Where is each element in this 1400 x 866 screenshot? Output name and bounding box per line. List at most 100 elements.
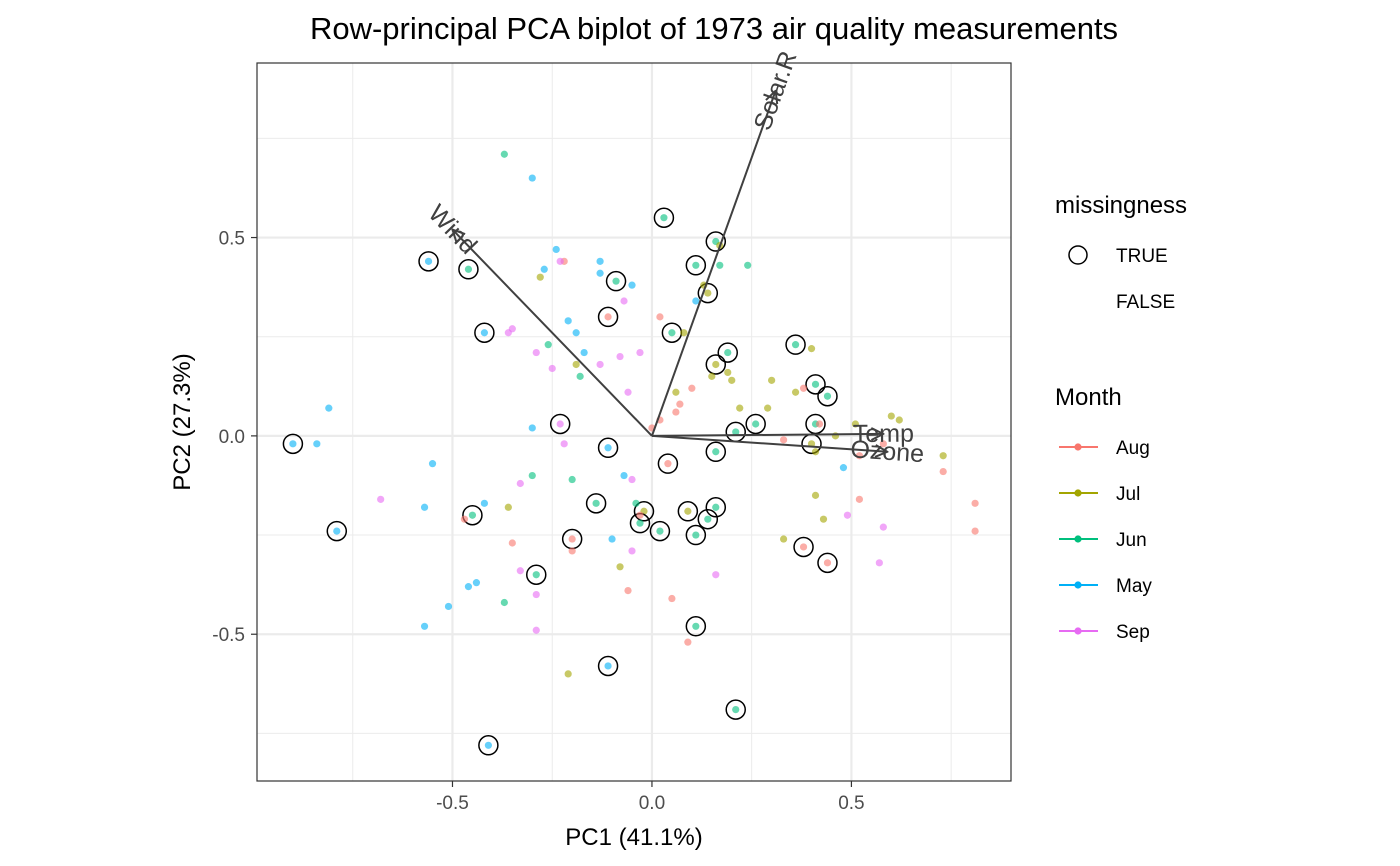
point-jun [732, 428, 740, 436]
missingness-ring [458, 259, 479, 280]
point-aug [971, 527, 979, 535]
point-jul [564, 670, 572, 678]
missingness-ring [705, 231, 727, 252]
point-jun [716, 261, 724, 269]
grid-lines [257, 63, 1011, 781]
point-jun [712, 448, 720, 456]
point-jun [464, 265, 473, 273]
missingness-ring [697, 508, 719, 530]
point-sep [532, 590, 540, 599]
missingness-ring [805, 374, 826, 395]
point-aug [688, 384, 696, 392]
point-jul [672, 388, 680, 396]
point-jun [811, 380, 820, 388]
legend-missingness-entries: TRUE FALSE [1068, 245, 1175, 313]
x-tick-label: -0.5 [436, 793, 469, 814]
point-aug [855, 495, 864, 503]
point-jul [504, 503, 512, 511]
point-jul [736, 404, 744, 412]
point-may [420, 503, 429, 511]
point-jul [724, 368, 732, 377]
loading-arrow-temp [651, 434, 883, 436]
legend-key-point-aug [1074, 443, 1082, 451]
legend-key-point-jun [1074, 535, 1082, 543]
point-jul [780, 535, 788, 543]
point-jun [704, 515, 712, 523]
point-may [572, 329, 580, 337]
missingness-ring [605, 270, 627, 292]
point-jul [807, 345, 816, 353]
legend-missingness-label: TRUE [1116, 246, 1168, 267]
point-may [596, 257, 604, 265]
point-may [464, 583, 473, 591]
point-sep [879, 523, 887, 531]
point-jul [704, 289, 712, 297]
panel-background [257, 63, 1011, 781]
point-may [420, 622, 429, 630]
point-jun [568, 475, 576, 484]
point-sep [516, 479, 524, 488]
point-sep [596, 360, 604, 369]
point-may [552, 245, 560, 254]
point-jul [811, 491, 820, 499]
point-jun [632, 499, 640, 507]
point-aug [823, 559, 832, 567]
point-aug [664, 460, 672, 468]
point-sep [548, 364, 556, 373]
point-may [628, 281, 636, 289]
missingness-ring [705, 441, 727, 463]
missingness-ring [697, 282, 719, 304]
missingness-ring [474, 322, 495, 343]
missingness-ring [785, 334, 806, 355]
point-sep [628, 547, 636, 555]
point-jun [576, 372, 584, 380]
missingness-ring [549, 413, 571, 435]
point-may [620, 471, 628, 480]
x-tick-label: 0.5 [838, 793, 864, 814]
point-aug [460, 515, 469, 523]
missingness-ring [653, 207, 675, 228]
point-jun [592, 499, 600, 507]
point-jul [851, 420, 860, 428]
data-points [282, 150, 979, 756]
point-jul [811, 448, 820, 456]
point-may [608, 535, 616, 543]
point-may [472, 579, 481, 587]
point-sep [516, 567, 524, 575]
point-sep [556, 420, 564, 428]
missingness-ring [597, 655, 619, 677]
point-aug [855, 452, 864, 460]
point-aug [604, 313, 612, 321]
point-sep [377, 495, 385, 503]
point-sep [712, 571, 720, 579]
legend-month-label: Sep [1116, 622, 1150, 643]
point-jun [744, 261, 752, 269]
point-may [839, 464, 848, 472]
missingness-ring [597, 437, 619, 459]
missingness-ring [282, 433, 304, 455]
point-aug [568, 547, 576, 555]
point-may [480, 499, 488, 507]
point-aug [799, 543, 808, 551]
point-jun [500, 598, 508, 607]
point-jun [823, 392, 832, 400]
legend-month-label: Aug [1116, 438, 1150, 459]
point-jul [728, 376, 736, 384]
missingness-ring [817, 552, 838, 574]
point-aug [684, 638, 692, 646]
point-aug [672, 408, 680, 416]
point-sep [532, 348, 540, 357]
missingness-ring [597, 306, 619, 328]
missingness-ring [685, 616, 707, 637]
point-aug [656, 313, 664, 321]
missingness-ring [478, 735, 499, 756]
point-jul [791, 388, 800, 396]
loading-label-ozone: Ozone [850, 435, 925, 468]
point-sep [616, 352, 624, 361]
legend-title-missingness: missingness [1055, 192, 1187, 219]
missingness-ring [633, 501, 655, 522]
missingness-ring [685, 524, 707, 546]
point-sep [532, 626, 540, 634]
point-jun [752, 420, 760, 428]
missingness-ring [418, 251, 439, 272]
